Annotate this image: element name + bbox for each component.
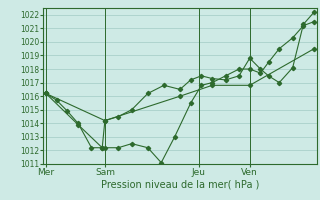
X-axis label: Pression niveau de la mer( hPa ): Pression niveau de la mer( hPa ) [101,180,259,190]
